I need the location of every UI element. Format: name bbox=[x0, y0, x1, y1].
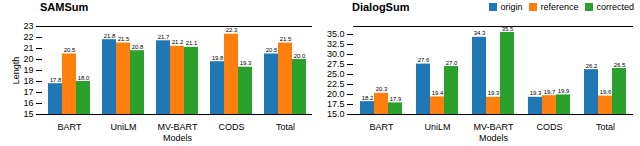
svg-text:18: 18 bbox=[23, 76, 33, 86]
svg-text:18.0: 18.0 bbox=[78, 75, 90, 81]
svg-text:MV-BART: MV-BART bbox=[158, 122, 198, 132]
svg-text:23: 23 bbox=[23, 21, 33, 31]
svg-text:27.6: 27.6 bbox=[418, 57, 430, 63]
svg-text:22.3: 22.3 bbox=[226, 27, 238, 33]
svg-text:19.3: 19.3 bbox=[530, 90, 542, 96]
svg-text:19: 19 bbox=[23, 65, 33, 75]
svg-text:32.5: 32.5 bbox=[327, 39, 345, 49]
svg-text:35.5: 35.5 bbox=[502, 26, 514, 32]
svg-text:25.0: 25.0 bbox=[327, 69, 345, 79]
svg-text:19.3: 19.3 bbox=[240, 60, 252, 66]
svg-text:27.5: 27.5 bbox=[327, 59, 345, 69]
html-text:SAMSum: SAMSum bbox=[40, 1, 89, 13]
svg-text:CODS: CODS bbox=[218, 122, 244, 132]
svg-text:20.0: 20.0 bbox=[327, 89, 345, 99]
svg-text:21.5: 21.5 bbox=[118, 36, 130, 42]
svg-text:19.3: 19.3 bbox=[488, 90, 500, 96]
svg-text:Total: Total bbox=[276, 122, 295, 132]
svg-text:17.5: 17.5 bbox=[327, 99, 345, 109]
svg-text:34.3: 34.3 bbox=[474, 30, 486, 36]
svg-text:UniLM: UniLM bbox=[424, 122, 450, 132]
html-text:corrected: corrected bbox=[596, 2, 634, 12]
svg-text:CODS: CODS bbox=[536, 122, 562, 132]
svg-text:26.2: 26.2 bbox=[586, 63, 598, 69]
svg-text:19.6: 19.6 bbox=[600, 89, 612, 95]
html-text:DialogSum: DialogSum bbox=[352, 1, 410, 13]
html-text:origin: origin bbox=[500, 2, 523, 12]
svg-text:17.9: 17.9 bbox=[390, 96, 402, 102]
svg-text:MV-BART: MV-BART bbox=[474, 122, 514, 132]
html-text:reference: reference bbox=[540, 2, 579, 12]
svg-text:16: 16 bbox=[23, 98, 33, 108]
svg-text:19.7: 19.7 bbox=[544, 89, 556, 95]
svg-text:Total: Total bbox=[596, 122, 615, 132]
svg-text:15: 15 bbox=[23, 109, 33, 119]
svg-text:30.0: 30.0 bbox=[327, 49, 345, 59]
svg-text:35.0: 35.0 bbox=[327, 29, 345, 39]
svg-text:19.9: 19.9 bbox=[558, 88, 570, 94]
svg-text:BART: BART bbox=[370, 122, 394, 132]
svg-text:22.5: 22.5 bbox=[327, 79, 345, 89]
svg-text:17: 17 bbox=[23, 87, 33, 97]
svg-text:21.7: 21.7 bbox=[158, 34, 170, 40]
svg-text:20.8: 20.8 bbox=[132, 44, 144, 50]
svg-text:20.0: 20.0 bbox=[294, 53, 306, 59]
svg-text:22: 22 bbox=[23, 32, 33, 42]
svg-text:UniLM: UniLM bbox=[110, 122, 136, 132]
svg-text:18.2: 18.2 bbox=[362, 95, 374, 101]
svg-text:26.5: 26.5 bbox=[614, 62, 626, 68]
svg-text:BART: BART bbox=[58, 122, 82, 132]
svg-text:Models: Models bbox=[479, 133, 509, 143]
svg-text:17.8: 17.8 bbox=[50, 77, 62, 83]
svg-text:27.0: 27.0 bbox=[446, 60, 458, 66]
svg-text:21.5: 21.5 bbox=[280, 36, 292, 42]
svg-text:21.1: 21.1 bbox=[186, 40, 198, 46]
svg-text:Length: Length bbox=[11, 57, 21, 85]
svg-text:Models: Models bbox=[163, 133, 193, 143]
svg-text:21.2: 21.2 bbox=[172, 39, 184, 45]
svg-text:15.0: 15.0 bbox=[327, 109, 345, 119]
svg-text:20.5: 20.5 bbox=[64, 47, 76, 53]
svg-text:20.5: 20.5 bbox=[266, 47, 278, 53]
svg-text:19.4: 19.4 bbox=[432, 90, 444, 96]
svg-text:19.8: 19.8 bbox=[212, 55, 224, 61]
svg-text:20.3: 20.3 bbox=[376, 86, 388, 92]
svg-text:21: 21 bbox=[23, 43, 33, 53]
svg-text:20: 20 bbox=[23, 54, 33, 64]
svg-text:21.8: 21.8 bbox=[104, 33, 116, 39]
